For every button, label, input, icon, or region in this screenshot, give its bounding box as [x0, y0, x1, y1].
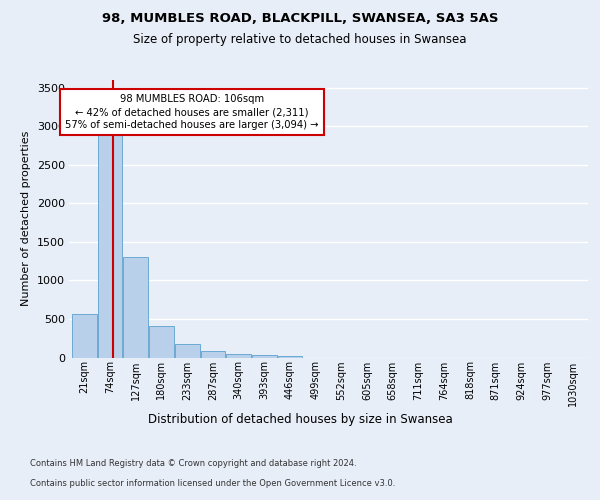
Y-axis label: Number of detached properties: Number of detached properties: [21, 131, 31, 306]
Bar: [252, 355, 277, 358]
Text: Size of property relative to detached houses in Swansea: Size of property relative to detached ho…: [133, 32, 467, 46]
Text: Contains HM Land Registry data © Crown copyright and database right 2024.: Contains HM Land Registry data © Crown c…: [30, 458, 356, 468]
Bar: [72, 314, 97, 358]
Bar: [226, 354, 251, 358]
Text: 98, MUMBLES ROAD, BLACKPILL, SWANSEA, SA3 5AS: 98, MUMBLES ROAD, BLACKPILL, SWANSEA, SA…: [102, 12, 498, 26]
Bar: [149, 326, 173, 358]
Bar: [201, 352, 226, 358]
Text: Distribution of detached houses by size in Swansea: Distribution of detached houses by size …: [148, 412, 452, 426]
Text: 98 MUMBLES ROAD: 106sqm
← 42% of detached houses are smaller (2,311)
57% of semi: 98 MUMBLES ROAD: 106sqm ← 42% of detache…: [65, 94, 319, 130]
Text: Contains public sector information licensed under the Open Government Licence v3: Contains public sector information licen…: [30, 478, 395, 488]
Bar: [278, 356, 302, 358]
Bar: [98, 134, 122, 358]
Bar: [175, 344, 200, 358]
Bar: [123, 258, 148, 358]
